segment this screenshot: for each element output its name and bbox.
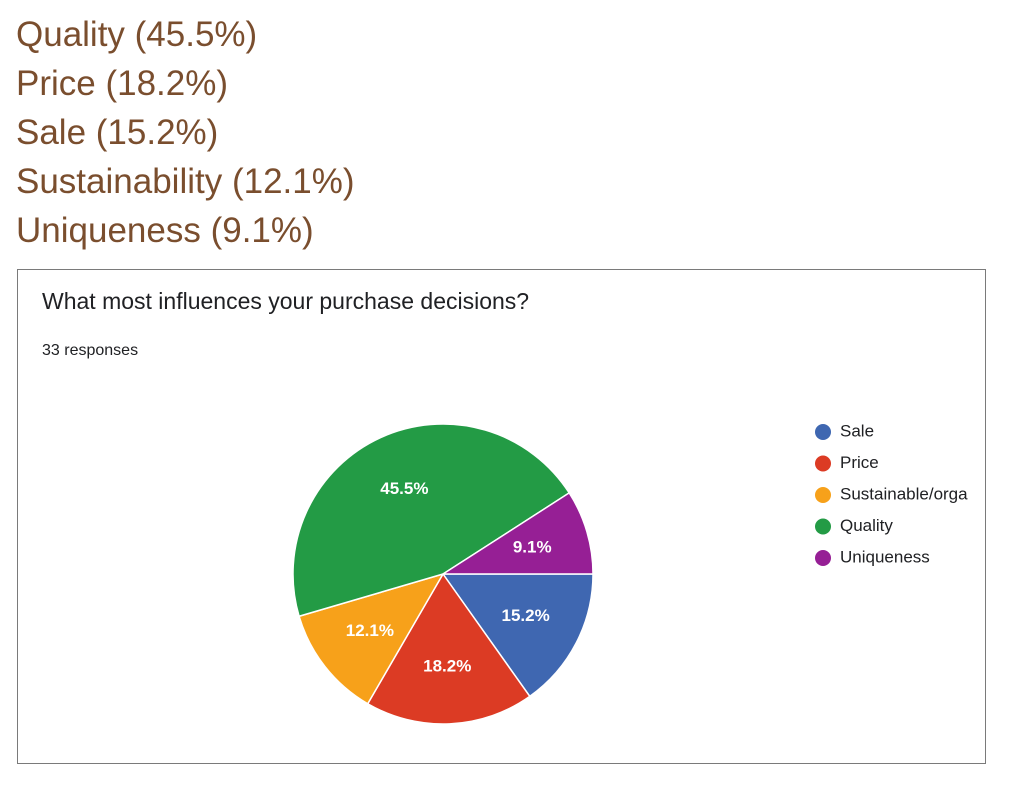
chart-legend: Sale Price Sustainable/orga Quality Uniquene…	[815, 421, 968, 566]
slice-label-sustainable-orga: 12.1%	[346, 621, 394, 640]
summary-item-quality: Quality (45.5%)	[16, 15, 258, 54]
summary-item-uniqueness: Uniqueness (9.1%)	[16, 211, 314, 250]
pie-slice-sale	[441, 573, 594, 698]
legend-marker-quality	[815, 518, 831, 535]
legend-label-uniqueness: Uniqueness	[840, 547, 930, 566]
legend-marker-sustainable-orga	[815, 487, 831, 503]
pie-slice-uniqueness	[440, 491, 594, 575]
response-count: 33 responses	[42, 342, 139, 359]
legend-label-price: Price	[840, 453, 879, 472]
slice-label-uniqueness: 9.1%	[513, 537, 552, 556]
pie-slices	[292, 423, 594, 725]
pie-chart: 15.2% 18.2% 12.1% 45.5% 9.1% Sale Price Sustai…	[292, 421, 968, 725]
legend-marker-price	[815, 455, 831, 472]
slice-label-quality: 45.5%	[380, 479, 428, 498]
pie-slice-labels: 15.2% 18.2% 12.1% 45.5% 9.1%	[346, 479, 552, 675]
pie-slice-quality	[292, 423, 571, 618]
pie-slice-price	[366, 572, 531, 725]
chart-card: What most influences your purchase decis…	[17, 269, 986, 764]
legend-marker-sale	[815, 424, 831, 440]
summary-item-price: Price (18.2%)	[16, 64, 229, 103]
slice-label-price: 18.2%	[423, 656, 471, 675]
legend-label-quality: Quality	[840, 516, 893, 535]
legend-label-sale: Sale	[840, 421, 874, 440]
legend-marker-uniqueness	[815, 550, 831, 566]
summary-item-sale: Sale (15.2%)	[16, 113, 219, 152]
summary-item-sustainability: Sustainability (12.1%)	[16, 162, 355, 201]
summary-list: Quality (45.5%) Price (18.2%) Sale (15.2…	[16, 10, 355, 255]
slice-label-sale: 15.2%	[502, 606, 550, 625]
legend-label-sustainable-orga: Sustainable/orga	[840, 484, 968, 503]
chart-title: What most influences your purchase decis…	[42, 288, 530, 314]
